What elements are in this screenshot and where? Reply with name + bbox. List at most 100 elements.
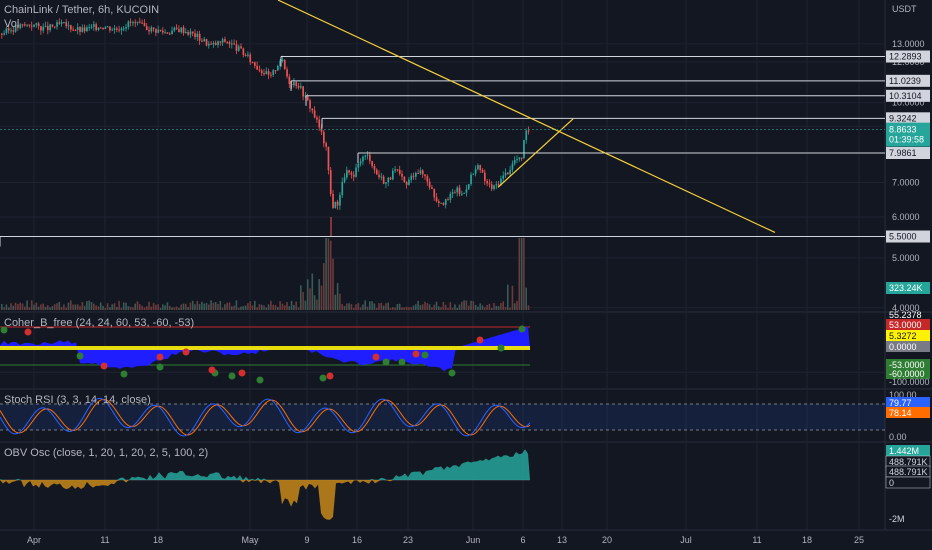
- volume-bar: [405, 306, 408, 310]
- candle-body: [152, 27, 155, 29]
- stoch-tick-label: 79.77: [889, 398, 912, 408]
- volume-bar: [260, 304, 263, 310]
- candle-body: [463, 192, 465, 194]
- candle-body: [304, 95, 307, 97]
- volume-bar: [212, 302, 215, 310]
- volume-bar: [463, 300, 465, 310]
- volume-bar: [424, 301, 426, 310]
- candle-body: [300, 86, 302, 88]
- candle-body: [520, 157, 523, 159]
- candle-body: [431, 187, 433, 189]
- candle-body: [380, 176, 383, 178]
- candle-body: [83, 27, 86, 32]
- volume-bar: [364, 300, 366, 310]
- volume-bar: [166, 302, 169, 310]
- volume-bar: [56, 303, 58, 310]
- volume-bar: [484, 307, 486, 310]
- coher-signal-dot: [24, 328, 32, 336]
- candle-body: [233, 43, 235, 45]
- coher-tick-label: -60.0000: [889, 369, 925, 379]
- volume-bar: [415, 304, 417, 310]
- coher-signal-dot: [476, 336, 484, 344]
- coher-signal-dot: [256, 376, 264, 384]
- volume-bar: [10, 303, 12, 310]
- candle-body: [231, 43, 233, 45]
- volume-bar: [219, 300, 222, 310]
- volume-bar: [300, 285, 302, 310]
- candle-body: [297, 85, 300, 88]
- volume-bar: [458, 304, 461, 310]
- candle-body: [332, 193, 334, 208]
- candle-body: [118, 29, 120, 31]
- volume-bar: [520, 238, 523, 310]
- volume-bar: [286, 302, 288, 310]
- volume-bar: [86, 301, 88, 310]
- candle-body: [129, 21, 132, 23]
- volume-bar: [70, 300, 72, 310]
- candle-body: [527, 130, 530, 132]
- candle-body: [323, 131, 325, 144]
- volume-bar: [380, 302, 383, 310]
- candle-body: [516, 159, 518, 161]
- candle-body: [175, 27, 178, 30]
- coher-signal-dot: [156, 363, 164, 371]
- candle-body: [44, 25, 47, 27]
- volume-bar: [281, 303, 284, 310]
- volume-bar: [497, 306, 500, 310]
- candle-body: [88, 26, 91, 28]
- candle-body: [226, 41, 229, 43]
- volume-bar: [316, 299, 318, 310]
- candle-body: [5, 28, 8, 34]
- volume-bar: [175, 306, 178, 310]
- coher-signal-dot: [208, 366, 216, 374]
- volume-bar: [433, 304, 435, 310]
- volume-bar: [295, 301, 297, 310]
- candle-body: [456, 187, 459, 193]
- volume-bar: [509, 307, 511, 310]
- volume-bar: [256, 307, 258, 310]
- coher-signal-dot: [238, 369, 246, 377]
- volume-bar: [194, 304, 196, 310]
- candle-body: [58, 22, 61, 24]
- volume-bar: [435, 301, 438, 310]
- candle-body: [355, 167, 357, 177]
- volume-bar: [208, 304, 210, 310]
- candle-body: [139, 21, 141, 23]
- candle-body: [497, 184, 500, 186]
- volume-bar: [341, 304, 343, 310]
- candle-body: [79, 27, 81, 32]
- volume-bar: [258, 304, 261, 310]
- volume-bar: [53, 304, 56, 310]
- volume-bar: [389, 307, 392, 310]
- candle-body: [127, 21, 130, 28]
- candle-body: [28, 24, 31, 26]
- candle-body: [141, 22, 143, 24]
- candle-body: [474, 169, 477, 174]
- volume-bar: [5, 304, 8, 310]
- volume-bar: [431, 307, 433, 310]
- volume-bar: [394, 307, 396, 310]
- candle-body: [263, 73, 265, 75]
- candle-body: [70, 25, 72, 30]
- volume-bar: [83, 305, 86, 310]
- candle-body: [93, 24, 95, 27]
- date-label: 18: [153, 535, 163, 545]
- candle-body: [410, 175, 413, 180]
- candle-body: [389, 177, 392, 180]
- volume-bar: [523, 238, 525, 310]
- candle-body: [417, 172, 419, 174]
- candle-body: [371, 161, 373, 166]
- candle-body: [357, 163, 360, 168]
- candle-body: [60, 22, 63, 24]
- volume-bar: [419, 305, 422, 310]
- volume-bar: [231, 306, 233, 310]
- price-tick-label: 5.0000: [892, 253, 920, 263]
- candle-body: [270, 74, 272, 76]
- candle-body: [369, 154, 371, 162]
- volume-bar: [113, 303, 116, 310]
- coher-signal-dot: [0, 326, 8, 334]
- date-label: 25: [854, 535, 864, 545]
- volume-bar: [488, 303, 491, 310]
- symbol-title: ChainLink / Tether, 6h, KUCOIN: [4, 4, 160, 16]
